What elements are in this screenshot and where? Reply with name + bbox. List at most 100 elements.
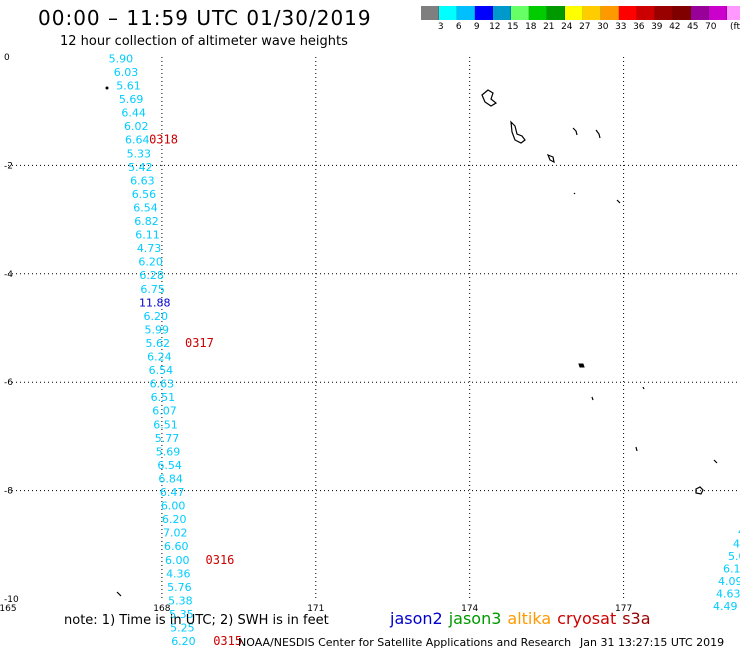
track-value-label: 6.54 (133, 201, 158, 214)
lat-tick-label: -4 (4, 270, 13, 280)
map-title: 00:00 – 11:59 UTC 01/30/2019 (38, 6, 372, 30)
legend-label: 24 (561, 22, 573, 32)
track-value-label: 6.54 (149, 364, 174, 377)
track-value-label: 6.51 (153, 418, 178, 431)
track-value-label: 4.09 (718, 575, 740, 588)
legend-swatch (511, 6, 529, 20)
coastline-island (642, 386, 645, 390)
legend-label: 3 (437, 22, 444, 32)
lat-tick-label: -2 (4, 161, 13, 171)
track-value-label: 5.38 (168, 594, 193, 607)
track-value-label: 5.69 (119, 93, 144, 106)
footer-timestamp: Jan 31 13:27:15 UTC 2019 (580, 636, 725, 649)
track-value-label: 5.77 (155, 432, 180, 445)
coastline-island (578, 363, 585, 368)
legend-label: 9 (473, 22, 480, 32)
track-value-label: 5.61 (116, 80, 141, 93)
legend-swatch (637, 6, 655, 20)
track-value-label: 6.24 (147, 351, 172, 364)
track-value-label: 6.1 (723, 563, 740, 576)
legend-label: 18 (525, 22, 537, 32)
coastline-island (595, 129, 601, 139)
lat-tick-label: -8 (4, 487, 13, 497)
lat-tick-label: 0 (4, 53, 10, 63)
lat-lon-grid (8, 57, 740, 599)
altimeter-track-edge: 44.5.06.14.094.634.49 (713, 525, 740, 613)
legend-label: 33 (615, 22, 627, 32)
footer-credit: NOAA/NESDIS Center for Satellite Applica… (238, 636, 572, 649)
legend-swatch (547, 6, 565, 20)
track-value-label: 5.62 (146, 337, 171, 350)
track-value-label: 6.02 (124, 120, 149, 133)
satellite-legend-jason2: jason2 (390, 609, 443, 628)
track-value-label: 6.60 (164, 540, 189, 553)
track-value-label: 11.88 (139, 296, 171, 309)
track-value-label: 4 (738, 525, 740, 538)
coastline-island (591, 396, 594, 401)
coastlines (105, 86, 718, 597)
track-value-label: 6.03 (114, 66, 139, 79)
track-value-label: 6.54 (157, 459, 182, 472)
track-value-label: 6.56 (132, 188, 157, 201)
satellite-legend-jason3: jason3 (448, 609, 502, 628)
coastline-island (572, 127, 578, 136)
legend-swatch (691, 6, 709, 20)
legend-label: 12 (489, 22, 501, 32)
legend-swatch (421, 6, 439, 20)
legend-swatch (601, 6, 619, 20)
track-value-label: 7.02 (163, 527, 188, 540)
track-value-label: 5.99 (145, 323, 170, 336)
satellite-legend-altika: altika (507, 609, 552, 628)
track-value-label: 6.84 (158, 472, 183, 485)
track-value-label: 6.20 (171, 635, 196, 648)
track-value-label: 4.63 (716, 588, 740, 601)
track-value-label: 6.28 (139, 269, 164, 282)
track-value-label: 5.42 (128, 161, 153, 174)
map-subtitle: 12 hour collection of altimeter wave hei… (60, 34, 348, 49)
lon-tick-label: 177 (615, 604, 632, 614)
time-label: 0316 (206, 553, 235, 567)
track-value-label: 5.25 (170, 622, 195, 635)
coastline-island (116, 591, 122, 597)
legend-swatch (583, 6, 601, 20)
legend-swatch (493, 6, 511, 20)
track-value-label: 6.20 (138, 256, 163, 269)
legend-swatch (673, 6, 691, 20)
track-value-label: 6.00 (165, 554, 190, 567)
legend-swatch (727, 6, 740, 20)
track-value-label: 6.44 (121, 107, 146, 120)
satellite-legend: jason2 jason3 altika cryosat s3a (390, 609, 657, 628)
coastline-island (510, 120, 526, 144)
track-value-label: 6.63 (130, 174, 155, 187)
legend-swatch (565, 6, 583, 20)
legend-swatches (421, 6, 740, 20)
legend-swatch (475, 6, 493, 20)
coastline-island (713, 459, 718, 464)
track-value-label: 6.75 (140, 283, 165, 296)
track-value-label: 5.76 (167, 581, 192, 594)
legend-label: 39 (651, 22, 663, 32)
track-value-label: 6.11 (135, 229, 160, 242)
coastline-island (105, 86, 109, 90)
legend-label: 21 (543, 22, 555, 32)
track-value-label: 5.69 (156, 445, 181, 458)
track-value-label: 6.47 (160, 486, 185, 499)
track-value-label: 6.07 (152, 405, 177, 418)
coastline-island (616, 199, 621, 204)
lon-tick-label: 165 (0, 604, 17, 614)
legend-swatch (439, 6, 457, 20)
satellite-legend-cryosat: cryosat (557, 609, 617, 628)
track-value-label: 4.73 (137, 242, 162, 255)
track-value-label: 6.51 (151, 391, 176, 404)
coastline-island (481, 89, 498, 107)
time-labels: 0318 0317 0316 0315 (149, 133, 242, 648)
lon-tick-label: 174 (461, 604, 478, 614)
legend-swatch (457, 6, 475, 20)
track-value-label: 6.20 (143, 310, 168, 323)
coastline-island (573, 192, 576, 195)
legend-label: 6 (455, 22, 462, 32)
legend-label: 27 (579, 22, 591, 32)
